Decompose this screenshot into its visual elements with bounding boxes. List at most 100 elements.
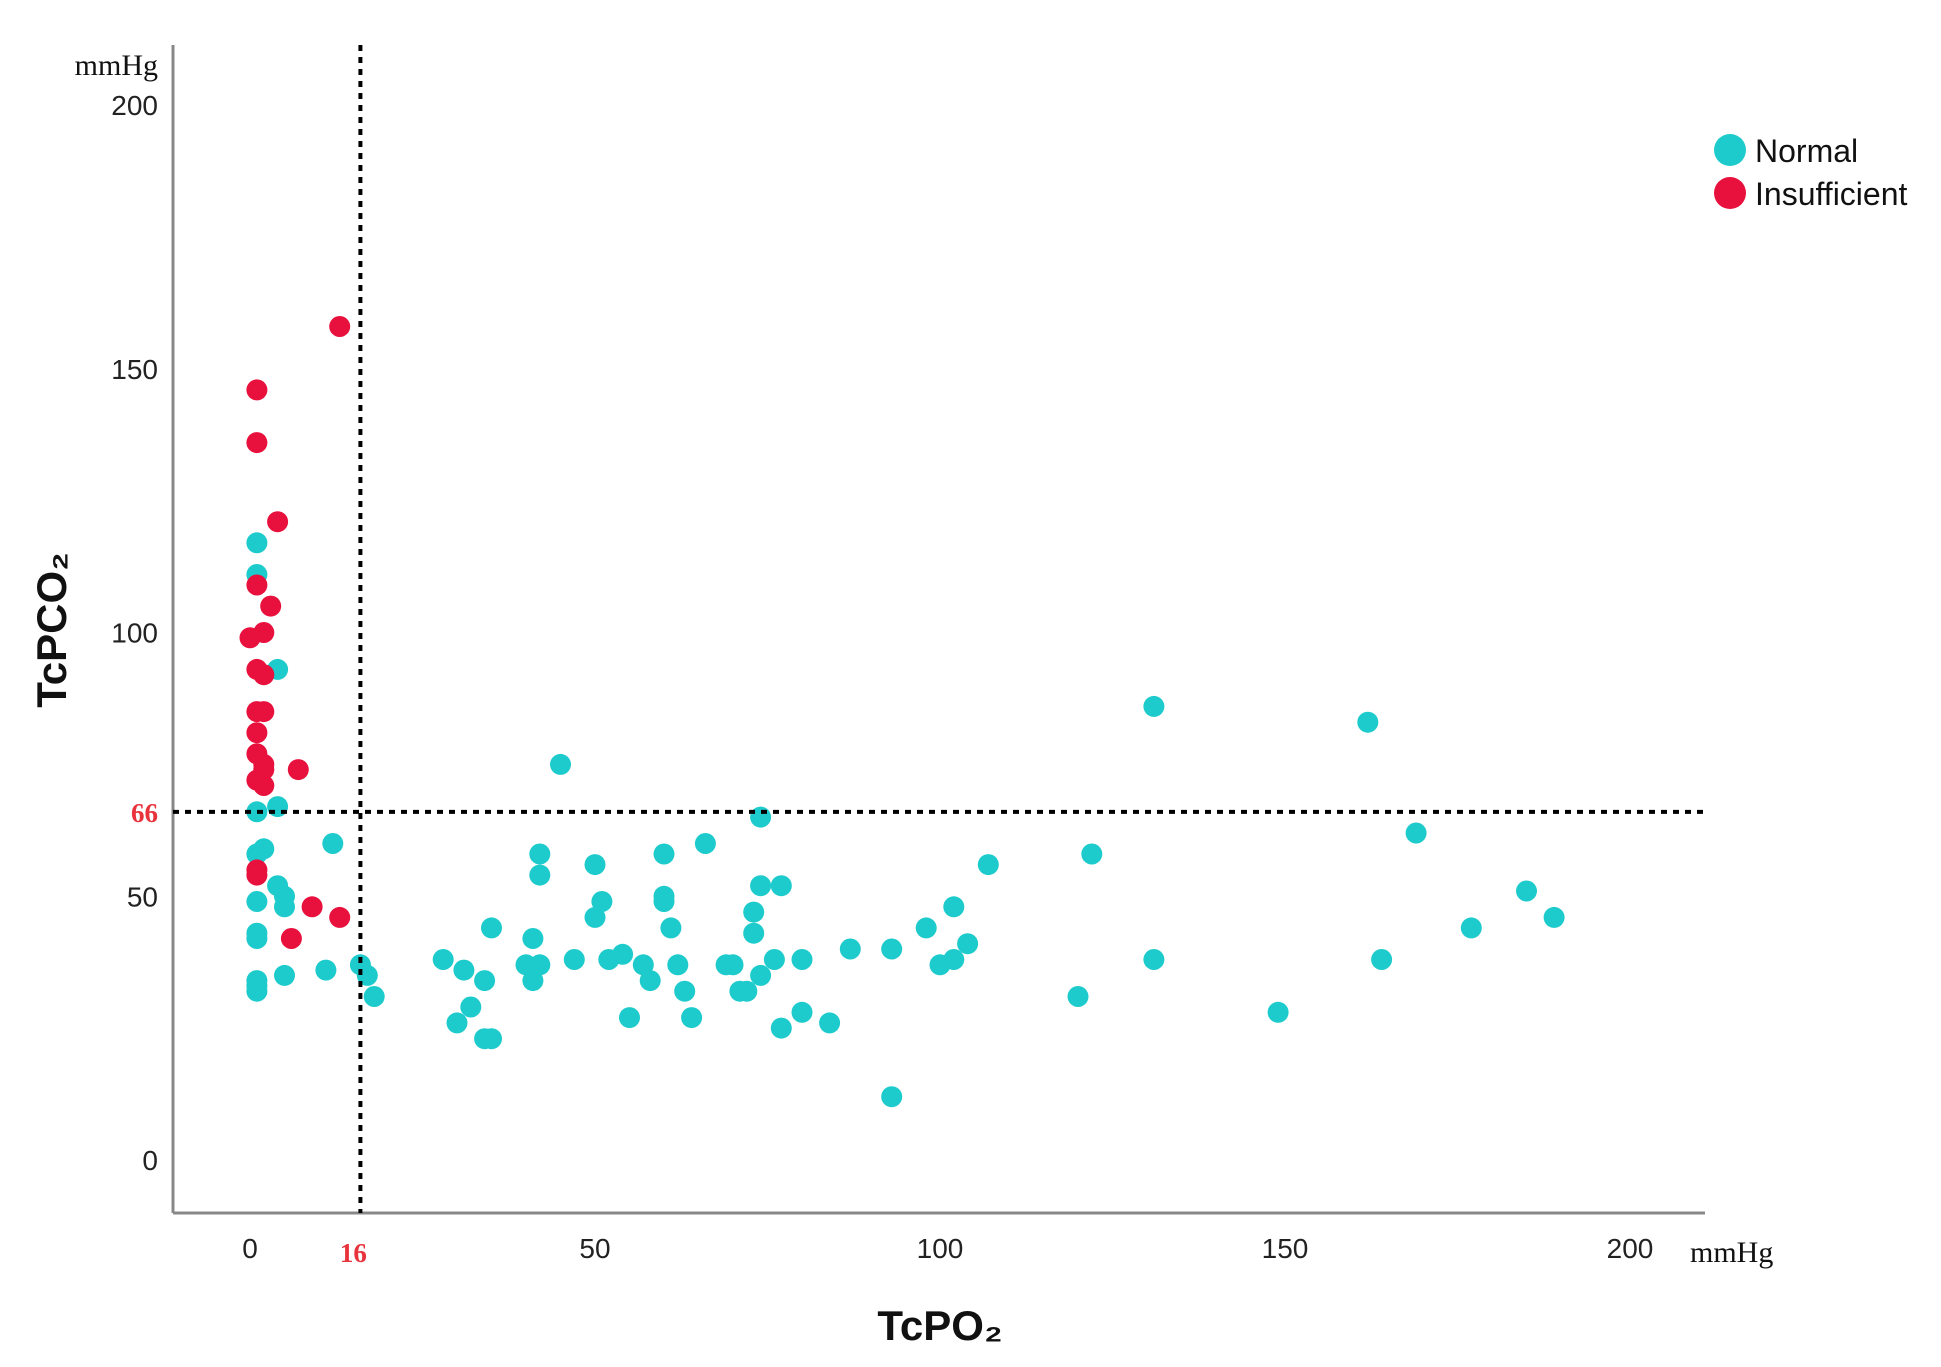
x-tick-label: 200 — [1607, 1233, 1654, 1264]
x-tick-label: 0 — [242, 1233, 258, 1264]
legend-label-insufficient: Insufficient — [1755, 176, 1908, 212]
normal-point — [529, 843, 551, 865]
normal-point — [246, 928, 268, 949]
normal-point — [770, 1017, 792, 1039]
x-reference-label: 16 — [340, 1238, 367, 1268]
normal-point — [460, 996, 482, 1018]
insufficient-point — [253, 701, 275, 723]
normal-point — [667, 954, 689, 976]
insufficient-point — [329, 316, 351, 337]
y-unit-label: mmHg — [75, 49, 158, 82]
normal-point — [770, 875, 792, 897]
normal-point — [750, 875, 772, 897]
normal-point — [1267, 1001, 1289, 1023]
normal-point — [522, 970, 544, 992]
insufficient-point — [246, 379, 268, 401]
normal-point — [957, 933, 979, 955]
normal-point — [246, 843, 268, 865]
normal-point — [839, 938, 861, 960]
normal-point — [881, 1086, 903, 1108]
normal-point — [977, 854, 999, 876]
insufficient-point — [301, 896, 323, 918]
legend-marker-insufficient — [1714, 177, 1746, 209]
x-tick-label: 50 — [579, 1233, 610, 1264]
normal-point — [1460, 917, 1482, 939]
x-tick-label: 100 — [917, 1233, 964, 1264]
normal-point — [653, 891, 675, 912]
normal-point — [432, 949, 454, 970]
normal-point — [246, 532, 268, 554]
y-tick-label: 50 — [127, 881, 158, 912]
normal-point — [529, 864, 551, 886]
normal-point — [363, 986, 385, 1007]
normal-point — [632, 954, 654, 976]
normal-point — [453, 959, 475, 981]
normal-point — [274, 896, 295, 918]
y-tick-label: 150 — [111, 354, 158, 385]
normal-point — [584, 854, 606, 876]
normal-point — [481, 1028, 502, 1050]
normal-point — [694, 833, 716, 854]
normal-point — [584, 906, 606, 928]
normal-point — [743, 922, 765, 944]
legend-label-normal: Normal — [1755, 133, 1858, 169]
normal-point — [481, 917, 502, 939]
data-points — [239, 316, 1565, 1108]
normal-point — [639, 970, 661, 992]
insufficient-point — [260, 595, 282, 617]
insufficient-point — [253, 775, 275, 796]
y-tick-label: 200 — [111, 90, 158, 121]
x-tick-label: 150 — [1262, 1233, 1309, 1264]
insufficient-point — [267, 511, 289, 533]
normal-point — [750, 806, 772, 828]
normal-point — [791, 1001, 813, 1023]
x-unit-label: mmHg — [1690, 1236, 1773, 1269]
normal-point — [943, 949, 965, 970]
normal-point — [722, 954, 744, 976]
normal-point — [1357, 711, 1379, 733]
normal-point — [446, 1012, 468, 1034]
legend: Normal Insufficient — [1714, 133, 1908, 212]
normal-point — [1143, 695, 1165, 717]
insufficient-point — [246, 722, 268, 744]
insufficient-point — [253, 664, 275, 686]
normal-point — [612, 943, 634, 965]
y-tick-labels: 0 50 100 150 200 — [111, 90, 158, 1176]
y-reference-label: 66 — [131, 798, 158, 828]
normal-point — [653, 843, 675, 865]
normal-point — [322, 833, 344, 854]
normal-point — [943, 896, 965, 918]
normal-point — [763, 949, 785, 970]
normal-point — [750, 964, 772, 986]
normal-point — [1067, 986, 1089, 1007]
normal-point — [681, 1007, 703, 1029]
normal-point — [1543, 906, 1565, 928]
y-tick-label: 0 — [142, 1145, 158, 1176]
y-axis-title: TcPCO₂ — [28, 552, 75, 708]
normal-point — [550, 753, 571, 775]
normal-point — [1371, 949, 1393, 970]
normal-point — [315, 959, 337, 981]
normal-point — [736, 980, 758, 1002]
normal-point — [660, 917, 682, 939]
insufficient-point — [287, 759, 309, 781]
normal-point — [474, 970, 496, 992]
insufficient-point — [246, 432, 268, 454]
normal-point — [819, 1012, 841, 1034]
x-axis-title: TcPO₂ — [877, 1302, 1002, 1349]
normal-point — [563, 949, 585, 970]
normal-point — [1143, 949, 1165, 970]
legend-marker-normal — [1714, 134, 1746, 166]
insufficient-point — [239, 627, 261, 649]
x-tick-labels: 0 50 100 150 200 — [242, 1233, 1653, 1264]
insufficient-point — [329, 906, 351, 928]
normal-point — [274, 964, 295, 986]
normal-point — [529, 954, 551, 976]
normal-point — [743, 901, 765, 923]
normal-point — [619, 1007, 640, 1029]
normal-point — [1516, 880, 1537, 902]
normal-point — [791, 949, 813, 970]
normal-point — [522, 928, 544, 949]
